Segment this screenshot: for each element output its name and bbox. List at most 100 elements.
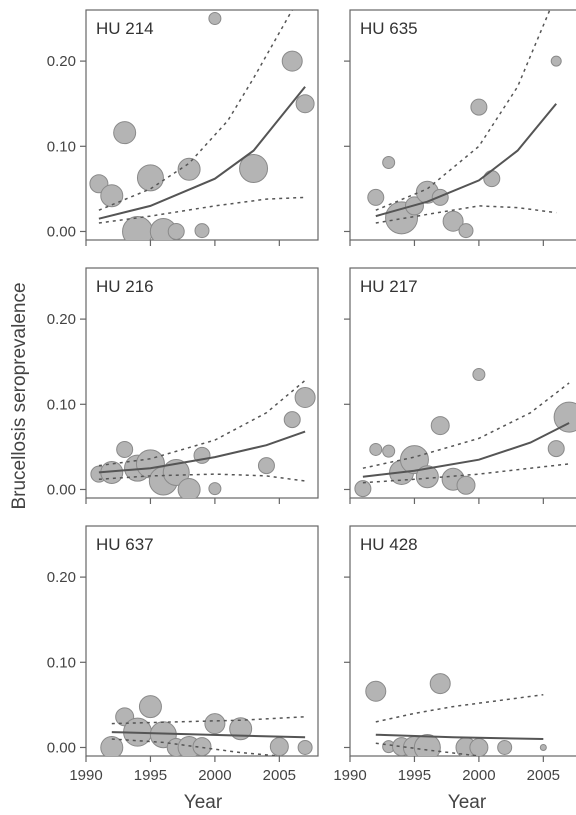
data-point — [430, 416, 450, 436]
y-tick-label: 0.10 — [47, 138, 76, 155]
x-tick-label: 1990 — [69, 767, 102, 784]
y-tick-label: 0.20 — [47, 311, 76, 328]
panel-label: HU 214 — [96, 19, 154, 38]
data-point — [550, 55, 562, 67]
fit-line — [375, 733, 544, 740]
data-point — [257, 457, 275, 475]
data-point — [456, 475, 476, 495]
data-point — [297, 739, 313, 755]
data-point — [295, 94, 315, 114]
data-point — [470, 98, 488, 116]
fit-line — [375, 103, 557, 218]
x-tick-label: 1995 — [134, 767, 167, 784]
data-point — [483, 170, 501, 188]
y-tick-label: 0.20 — [47, 53, 76, 70]
x-tick-label: 1990 — [333, 767, 366, 784]
fit-line — [98, 86, 306, 220]
y-tick-label: 0.20 — [47, 569, 76, 586]
data-point — [429, 673, 451, 695]
lower-ci-line — [375, 742, 479, 756]
plot-area — [89, 10, 315, 240]
data-point — [281, 50, 303, 72]
plot-area — [90, 379, 316, 498]
panel-3: 0.00 0.10 0.20 HU 216 — [47, 267, 319, 504]
data-point — [539, 743, 547, 751]
y-tick-label: 0.00 — [47, 739, 76, 756]
x-axis-title-right: Year — [448, 792, 487, 813]
x-tick-label: 2000 — [198, 767, 231, 784]
x-tick-label: 1995 — [398, 767, 431, 784]
x-tick-label: 2005 — [263, 767, 296, 784]
panel-4: HU 217 — [344, 267, 576, 504]
data-point — [365, 680, 387, 702]
data-point — [442, 210, 464, 232]
data-point — [177, 477, 201, 498]
y-tick-label: 0.00 — [47, 223, 76, 240]
data-point — [194, 223, 210, 239]
data-point — [100, 184, 124, 208]
plot-area — [354, 367, 576, 498]
panel-label: HU 428 — [360, 535, 418, 554]
data-point — [382, 155, 396, 169]
data-point — [208, 12, 222, 26]
x-tick-label: 2000 — [462, 767, 495, 784]
data-point — [167, 222, 185, 240]
upper-ci-line — [362, 382, 570, 469]
panel-label: HU 217 — [360, 277, 418, 296]
panel-6: 1990 1995 2000 2005 HU 428 — [333, 525, 576, 784]
data-point — [547, 440, 565, 458]
data-point — [382, 444, 396, 458]
fit-line — [98, 430, 306, 474]
data-point — [369, 442, 383, 456]
data-point — [354, 480, 372, 498]
data-point — [113, 121, 137, 145]
data-point — [122, 215, 154, 240]
data-point — [136, 164, 164, 192]
y-tick-label: 0.00 — [47, 481, 76, 498]
lower-ci-line — [111, 738, 280, 756]
data-point — [469, 737, 489, 756]
y-tick-label: 0.10 — [47, 654, 76, 671]
data-point — [458, 223, 474, 239]
lower-ci-line — [375, 205, 557, 224]
panels: 0.00 0.10 0.20 HU 214 HU 635 0.00 0.10 0.20 HU 2… — [47, 9, 576, 784]
data-point — [100, 735, 124, 756]
panel-2: HU 635 — [344, 9, 576, 246]
data-point — [116, 440, 134, 458]
panel-label: HU 637 — [96, 535, 154, 554]
data-point — [399, 445, 429, 475]
data-point — [497, 739, 513, 755]
data-point — [283, 411, 301, 429]
data-point — [204, 713, 226, 735]
panel-frame — [349, 267, 576, 499]
panel-1: 0.00 0.10 0.20 HU 214 — [47, 9, 319, 246]
upper-ci-line — [111, 716, 306, 725]
data-point — [472, 367, 486, 381]
data-point — [192, 737, 212, 756]
y-tick-label: 0.10 — [47, 396, 76, 413]
data-point — [138, 695, 162, 719]
data-point — [162, 458, 190, 486]
y-axis-title: Brucellosis seroprevalence — [9, 282, 30, 509]
data-point — [239, 153, 269, 183]
plot-area — [367, 10, 562, 239]
panel-label: HU 635 — [360, 19, 418, 38]
panel-5: 0.00 0.10 0.20 1990 1995 2000 2005 HU 637 — [47, 525, 319, 784]
data-point — [294, 386, 316, 408]
upper-ci-line — [375, 10, 551, 211]
upper-ci-line — [375, 693, 544, 723]
data-point — [177, 157, 201, 181]
lower-ci-line — [98, 196, 306, 224]
data-point — [367, 188, 385, 206]
data-point — [229, 717, 253, 741]
fit-line — [362, 422, 570, 478]
plot-area — [100, 695, 313, 756]
x-axis-title-left: Year — [184, 792, 223, 813]
panel-label: HU 216 — [96, 277, 154, 296]
fit-line — [111, 731, 306, 739]
panel-frame — [349, 525, 576, 757]
data-point — [553, 401, 576, 433]
data-point — [415, 465, 439, 489]
data-point — [208, 482, 222, 496]
